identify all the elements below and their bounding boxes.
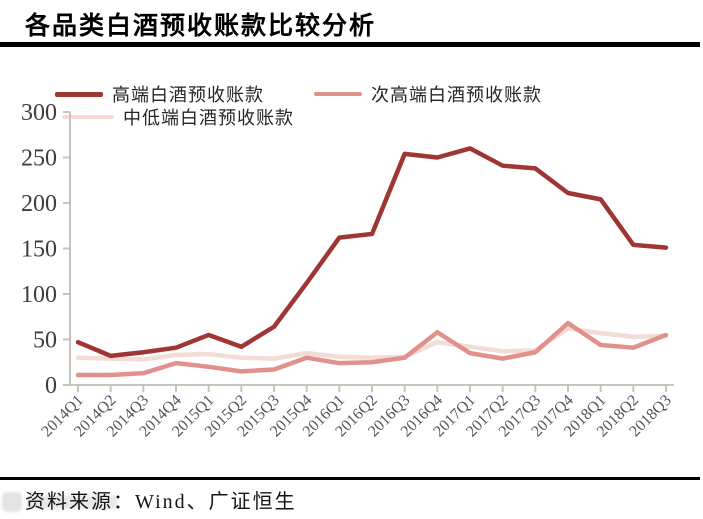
footer-rule — [0, 477, 700, 480]
legend-item-mid-low-end: 中低端白酒预收账款 — [62, 104, 294, 130]
y-tick-label: 100 — [21, 282, 57, 308]
chart-canvas: 0501001502002503002014Q12014Q22014Q32014… — [21, 100, 675, 440]
legend-line-swatch-sub-high-end — [314, 92, 362, 96]
y-tick-label: 0 — [45, 373, 57, 399]
legend-label-sub-high-end: 次高端白酒预收账款 — [371, 85, 542, 105]
line-chart: 0 50 100 150 200 250 300 2014Q1 2014Q2 2014Q3 2014… — [0, 60, 703, 470]
legend-item-high-end: 高端白酒预收账款 — [55, 81, 264, 107]
y-tick-label: 300 — [21, 100, 57, 126]
series-line-2 — [75, 326, 669, 362]
y-tick-label: 150 — [21, 237, 57, 263]
title-underline-rule — [0, 42, 700, 47]
data-source-note: 资料来源：Wind、广证恒生 — [25, 491, 297, 513]
y-tick-label: 50 — [33, 328, 57, 354]
legend-item-sub-high-end: 次高端白酒预收账款 — [314, 81, 542, 107]
y-tick-label: 200 — [21, 191, 57, 217]
legend-line-swatch-mid-low-end — [62, 115, 114, 119]
legend-label-high-end: 高端白酒预收账款 — [112, 85, 264, 105]
series-line-0 — [75, 146, 669, 359]
series-line-1 — [75, 320, 669, 378]
watermark-badge-icon — [2, 492, 22, 512]
y-tick-label: 250 — [21, 146, 57, 172]
page-title: 各品类白酒预收账款比较分析 — [25, 13, 377, 40]
legend-line-swatch-high-end — [55, 91, 103, 97]
legend-label-mid-low-end: 中低端白酒预收账款 — [123, 108, 294, 128]
